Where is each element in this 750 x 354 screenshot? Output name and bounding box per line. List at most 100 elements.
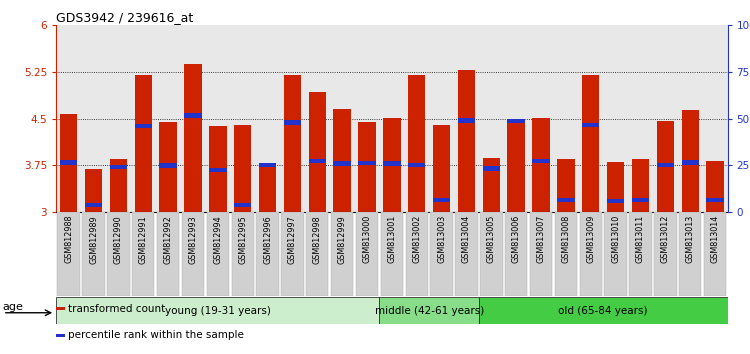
Text: age: age bbox=[3, 302, 24, 313]
Bar bbox=[358, 122, 376, 212]
Bar bbox=[505, 212, 527, 296]
Text: GDS3942 / 239616_at: GDS3942 / 239616_at bbox=[56, 11, 194, 24]
Bar bbox=[134, 124, 152, 128]
Bar bbox=[82, 212, 105, 296]
Bar bbox=[160, 122, 177, 212]
Text: GSM813001: GSM813001 bbox=[387, 215, 396, 263]
Bar bbox=[508, 119, 525, 123]
Bar bbox=[284, 120, 302, 125]
Bar bbox=[259, 163, 276, 167]
Bar bbox=[334, 109, 351, 212]
Bar bbox=[480, 212, 502, 296]
Text: GSM812994: GSM812994 bbox=[213, 215, 222, 263]
Bar bbox=[582, 75, 599, 212]
Bar bbox=[607, 162, 624, 212]
Text: GSM813013: GSM813013 bbox=[686, 215, 694, 263]
Bar bbox=[234, 203, 251, 207]
Bar bbox=[308, 159, 326, 163]
Bar bbox=[256, 212, 279, 296]
Text: transformed count: transformed count bbox=[68, 304, 165, 314]
Text: old (65-84 years): old (65-84 years) bbox=[559, 306, 648, 316]
Bar bbox=[308, 92, 326, 212]
Bar bbox=[604, 212, 627, 296]
Text: GSM812997: GSM812997 bbox=[288, 215, 297, 264]
Text: GSM812999: GSM812999 bbox=[338, 215, 346, 264]
Text: GSM812990: GSM812990 bbox=[114, 215, 123, 263]
Text: GSM813011: GSM813011 bbox=[636, 215, 645, 263]
Bar bbox=[455, 212, 478, 296]
Bar bbox=[629, 212, 652, 296]
Bar bbox=[582, 122, 599, 127]
Bar bbox=[184, 113, 202, 118]
Text: GSM812988: GSM812988 bbox=[64, 215, 74, 263]
Text: GSM813008: GSM813008 bbox=[562, 215, 571, 263]
Bar bbox=[433, 125, 450, 212]
Text: GSM812991: GSM812991 bbox=[139, 215, 148, 263]
Text: GSM813009: GSM813009 bbox=[586, 215, 596, 263]
Bar bbox=[110, 159, 127, 212]
Bar bbox=[383, 161, 400, 166]
Bar bbox=[706, 198, 724, 202]
Bar bbox=[682, 160, 699, 165]
Bar bbox=[383, 118, 400, 212]
Bar bbox=[182, 212, 204, 296]
Bar bbox=[284, 75, 302, 212]
Bar bbox=[234, 125, 251, 212]
Bar bbox=[482, 166, 500, 171]
Bar bbox=[458, 118, 476, 122]
Bar bbox=[530, 212, 552, 296]
Bar bbox=[85, 169, 102, 212]
Text: middle (42-61 years): middle (42-61 years) bbox=[374, 306, 484, 316]
Bar bbox=[657, 121, 674, 212]
Bar bbox=[259, 167, 276, 212]
Bar bbox=[132, 212, 154, 296]
Bar bbox=[356, 212, 378, 296]
Text: GSM813000: GSM813000 bbox=[362, 215, 371, 263]
Bar bbox=[107, 212, 130, 296]
Bar bbox=[209, 126, 226, 212]
Bar bbox=[458, 70, 476, 212]
Bar bbox=[184, 64, 202, 212]
Text: percentile rank within the sample: percentile rank within the sample bbox=[68, 330, 244, 341]
Text: GSM813004: GSM813004 bbox=[462, 215, 471, 263]
Bar bbox=[232, 212, 254, 296]
Bar bbox=[56, 334, 64, 337]
Bar bbox=[209, 168, 226, 172]
Bar bbox=[706, 161, 724, 212]
Bar bbox=[157, 212, 179, 296]
Text: GSM813005: GSM813005 bbox=[487, 215, 496, 263]
Bar bbox=[433, 198, 450, 202]
Bar bbox=[160, 163, 177, 168]
Text: GSM812989: GSM812989 bbox=[89, 215, 98, 263]
Bar bbox=[654, 212, 676, 296]
Bar bbox=[334, 161, 351, 166]
Bar bbox=[557, 198, 574, 202]
Bar bbox=[704, 212, 726, 296]
Bar bbox=[408, 163, 425, 167]
Bar bbox=[358, 161, 376, 165]
Text: GSM812998: GSM812998 bbox=[313, 215, 322, 263]
Text: GSM812992: GSM812992 bbox=[164, 215, 172, 264]
Bar bbox=[56, 297, 380, 324]
Text: GSM813012: GSM813012 bbox=[661, 215, 670, 263]
Text: GSM813007: GSM813007 bbox=[536, 215, 545, 263]
Bar bbox=[281, 212, 304, 296]
Bar bbox=[306, 212, 328, 296]
Bar bbox=[207, 212, 229, 296]
Bar bbox=[406, 212, 428, 296]
Bar bbox=[408, 75, 425, 212]
Text: GSM813003: GSM813003 bbox=[437, 215, 446, 263]
Text: GSM812996: GSM812996 bbox=[263, 215, 272, 263]
Bar bbox=[607, 199, 624, 203]
Bar bbox=[85, 203, 102, 207]
Bar bbox=[679, 212, 701, 296]
Text: GSM812995: GSM812995 bbox=[238, 215, 248, 264]
Bar bbox=[58, 212, 80, 296]
Text: GSM813002: GSM813002 bbox=[413, 215, 422, 263]
Bar bbox=[60, 114, 77, 212]
Bar bbox=[479, 297, 728, 324]
Bar bbox=[580, 212, 602, 296]
Bar bbox=[632, 198, 650, 202]
Text: GSM813006: GSM813006 bbox=[512, 215, 520, 263]
Text: GSM812993: GSM812993 bbox=[188, 215, 197, 263]
